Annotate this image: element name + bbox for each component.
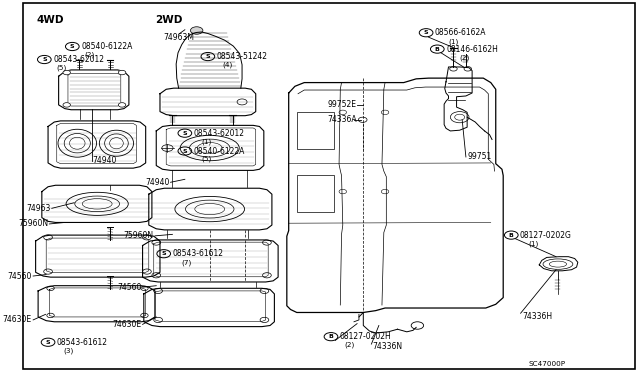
Text: 08127-0202H: 08127-0202H [340, 332, 392, 341]
Text: 99752E: 99752E [327, 100, 356, 109]
Text: S: S [205, 54, 210, 59]
Text: 75960N: 75960N [124, 231, 154, 240]
Text: (7): (7) [181, 259, 191, 266]
Text: 74940: 74940 [145, 178, 170, 187]
Text: 74560: 74560 [117, 283, 141, 292]
Text: 08543-61612: 08543-61612 [57, 338, 108, 347]
Text: 74336A: 74336A [327, 115, 357, 124]
Bar [297, 112, 334, 149]
Text: 08540-6122A: 08540-6122A [193, 147, 245, 155]
Text: S: S [70, 44, 75, 49]
Text: (2): (2) [84, 52, 95, 58]
Text: (2): (2) [460, 54, 470, 61]
Text: 74940: 74940 [93, 156, 117, 165]
Text: S: S [161, 251, 166, 256]
Text: S: S [42, 57, 47, 62]
Text: (1): (1) [528, 240, 538, 247]
Circle shape [118, 103, 126, 107]
Circle shape [63, 70, 70, 75]
Bar [297, 175, 334, 212]
Text: (4): (4) [222, 62, 232, 68]
Text: S: S [45, 340, 51, 345]
Text: (3): (3) [63, 347, 73, 354]
Text: 08543-51242: 08543-51242 [216, 52, 268, 61]
Circle shape [63, 103, 70, 107]
Text: 74963M: 74963M [164, 33, 195, 42]
Text: 74560: 74560 [8, 272, 32, 280]
Text: 2WD: 2WD [155, 16, 182, 25]
Text: 74963: 74963 [26, 204, 51, 213]
Text: 74336H: 74336H [522, 312, 552, 321]
Text: 74630E: 74630E [3, 315, 32, 324]
Text: (2): (2) [345, 342, 355, 349]
Text: (1): (1) [202, 138, 212, 145]
Text: 08543-62012: 08543-62012 [53, 55, 104, 64]
Circle shape [118, 70, 126, 75]
Text: B: B [509, 232, 514, 238]
Text: 08543-62012: 08543-62012 [193, 129, 244, 138]
Text: 08146-6162H: 08146-6162H [446, 45, 498, 54]
Text: 99751: 99751 [467, 153, 492, 161]
Text: B: B [435, 46, 440, 52]
Text: 75960N: 75960N [18, 219, 48, 228]
Text: SC47000P: SC47000P [528, 361, 565, 367]
Text: (5): (5) [57, 64, 67, 71]
Text: 74630E: 74630E [112, 320, 141, 329]
Text: 4WD: 4WD [37, 16, 65, 25]
Text: S: S [182, 131, 187, 136]
Circle shape [191, 27, 203, 34]
Text: B: B [328, 334, 333, 339]
Text: 74336N: 74336N [372, 342, 403, 351]
Text: (1): (1) [449, 38, 459, 45]
Text: (5): (5) [202, 156, 212, 163]
Text: 08127-0202G: 08127-0202G [520, 231, 572, 240]
Text: 08543-61612: 08543-61612 [172, 249, 223, 258]
Text: 08566-6162A: 08566-6162A [435, 28, 486, 37]
Text: 08540-6122A: 08540-6122A [81, 42, 132, 51]
Text: S: S [424, 30, 428, 35]
Text: S: S [182, 148, 187, 154]
